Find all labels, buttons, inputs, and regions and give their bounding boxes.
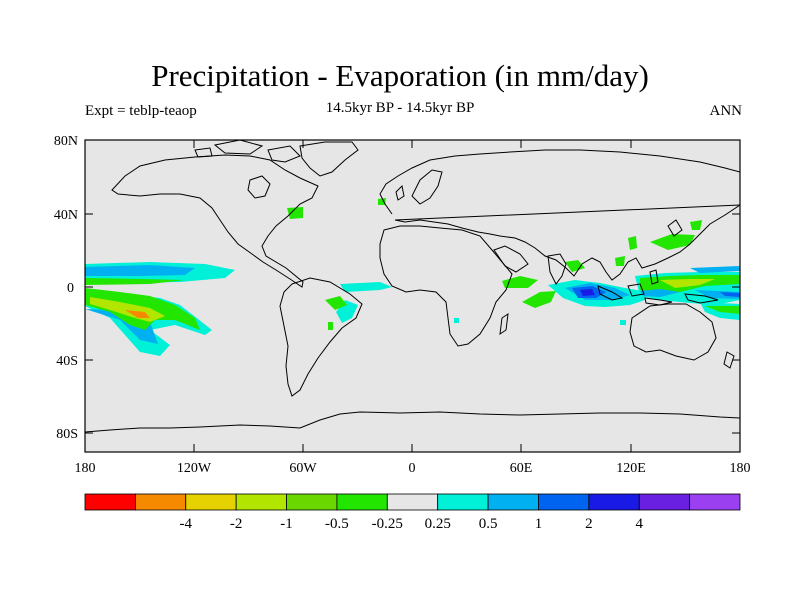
- anomaly-wpac-blue-north: [690, 266, 740, 273]
- colorbar-swatch: [84, 493, 136, 511]
- plot-title: Precipitation - Evaporation (in mm/day): [151, 58, 649, 93]
- lat-tick-label: 40N: [54, 208, 78, 223]
- anomaly-wpac-yellow: [660, 279, 715, 288]
- lat-tick-labels: 80N 40N 0 40S 80S: [54, 134, 78, 442]
- anomaly-scs-green: [615, 256, 625, 266]
- coast-arabia: [493, 245, 529, 273]
- coast-arctic-islands: [194, 140, 301, 163]
- colorbar-label: -4: [180, 516, 193, 532]
- lat-tick-label: 80N: [54, 134, 78, 149]
- lat-axis: [85, 139, 740, 434]
- coast-hudson-bay: [247, 175, 271, 199]
- anomaly-epac-north-green: [85, 278, 185, 285]
- lat-tick-label: 40S: [56, 354, 78, 369]
- colorbar-label: -0.25: [372, 516, 403, 532]
- lon-tick-label: 0: [409, 461, 416, 476]
- anomaly-io-navy: [580, 289, 595, 296]
- lon-tick-label: 120E: [616, 461, 646, 476]
- anomaly-epac-south-blue: [85, 309, 158, 344]
- coast-japan: [667, 219, 683, 237]
- colorbar: -4 -2 -1 -0.5 -0.25 0.25 0.5 1 2 4: [84, 493, 741, 532]
- lon-tick-label: 120W: [177, 461, 212, 476]
- anomaly-atlantic-north-green: [287, 207, 303, 219]
- coast-scandinavia: [411, 169, 443, 205]
- colorbar-swatch: [487, 493, 539, 511]
- anomaly-wpac-darkblue: [720, 292, 740, 297]
- colorbar-swatch: [235, 493, 287, 511]
- colorbar-label: 0.25: [425, 516, 451, 532]
- colorbar-swatch: [386, 493, 439, 511]
- anomaly-wpac-blue-south: [695, 290, 740, 299]
- season-label: ANN: [709, 103, 743, 119]
- colorbar-swatch: [286, 493, 338, 511]
- colorbar-swatch: [185, 493, 237, 511]
- coastlines: [85, 140, 740, 433]
- coast-africa: [379, 225, 513, 347]
- plot-subtitle: 14.5kyr BP - 14.5kyr BP: [325, 100, 475, 116]
- coast-south-america: [279, 277, 363, 397]
- experiment-label: Expt = teblp-teaop: [85, 103, 197, 119]
- anomaly-amazon-green: [325, 296, 347, 310]
- anomaly-wpac-blue-2: [640, 289, 680, 297]
- colorbar-label: 1: [535, 516, 543, 532]
- anomaly-nwpac-green: [650, 234, 695, 250]
- coast-britain: [395, 184, 405, 201]
- coast-eurasia: [379, 149, 740, 281]
- coast-greenland: [299, 141, 359, 177]
- lon-tick-label: 180: [730, 461, 751, 476]
- coast-north-america: [111, 154, 319, 288]
- colorbar-swatch: [336, 493, 388, 511]
- anomaly-arabian-green: [565, 260, 585, 272]
- anomaly-small-green-2: [378, 198, 386, 205]
- anomaly-small-green-1: [328, 322, 333, 330]
- anomaly-japan-green: [690, 220, 702, 230]
- anomaly-africa-green: [502, 276, 538, 288]
- lon-tick-label: 60W: [289, 461, 317, 476]
- coast-madagascar: [499, 312, 509, 336]
- colorbar-label: 2: [585, 516, 593, 532]
- colorbar-swatch: [638, 493, 691, 511]
- colorbar-swatch: [588, 493, 640, 511]
- colorbar-label: 0.5: [479, 516, 498, 532]
- coast-indonesia: [597, 269, 719, 306]
- anomaly-epac-north-blue: [85, 265, 195, 276]
- lon-tick-label: 180: [75, 461, 96, 476]
- coast-australia: [629, 303, 717, 361]
- coast-india: [547, 253, 567, 285]
- anomaly-small-cyan-2: [620, 320, 626, 325]
- coast-new-zealand: [723, 351, 735, 369]
- anomaly-fields: [85, 198, 740, 356]
- lon-axis: [84, 140, 741, 452]
- anomaly-indian-green: [522, 291, 556, 308]
- coast-antarctica: [85, 411, 740, 433]
- colorbar-swatch: [689, 493, 741, 511]
- anomaly-wpac-east-green: [705, 306, 740, 314]
- anomaly-epac-orange: [125, 310, 150, 318]
- lon-tick-label: 60E: [510, 461, 533, 476]
- colorbar-label: 4: [635, 516, 643, 532]
- anomaly-atlantic-cyan: [340, 282, 392, 292]
- colorbar-swatch: [437, 493, 489, 511]
- colorbar-swatch: [538, 493, 590, 511]
- lat-tick-label: 80S: [56, 427, 78, 442]
- anomaly-small-cyan-1: [454, 318, 459, 323]
- colorbar-label: -2: [230, 516, 243, 532]
- colorbar-label: -0.5: [325, 516, 349, 532]
- lat-tick-label: 0: [67, 281, 74, 296]
- colorbar-swatch: [134, 493, 187, 511]
- anomaly-china-green: [628, 236, 637, 250]
- colorbar-label: -1: [280, 516, 293, 532]
- lon-tick-labels: 180 120W 60W 0 60E 120E 180: [75, 461, 751, 476]
